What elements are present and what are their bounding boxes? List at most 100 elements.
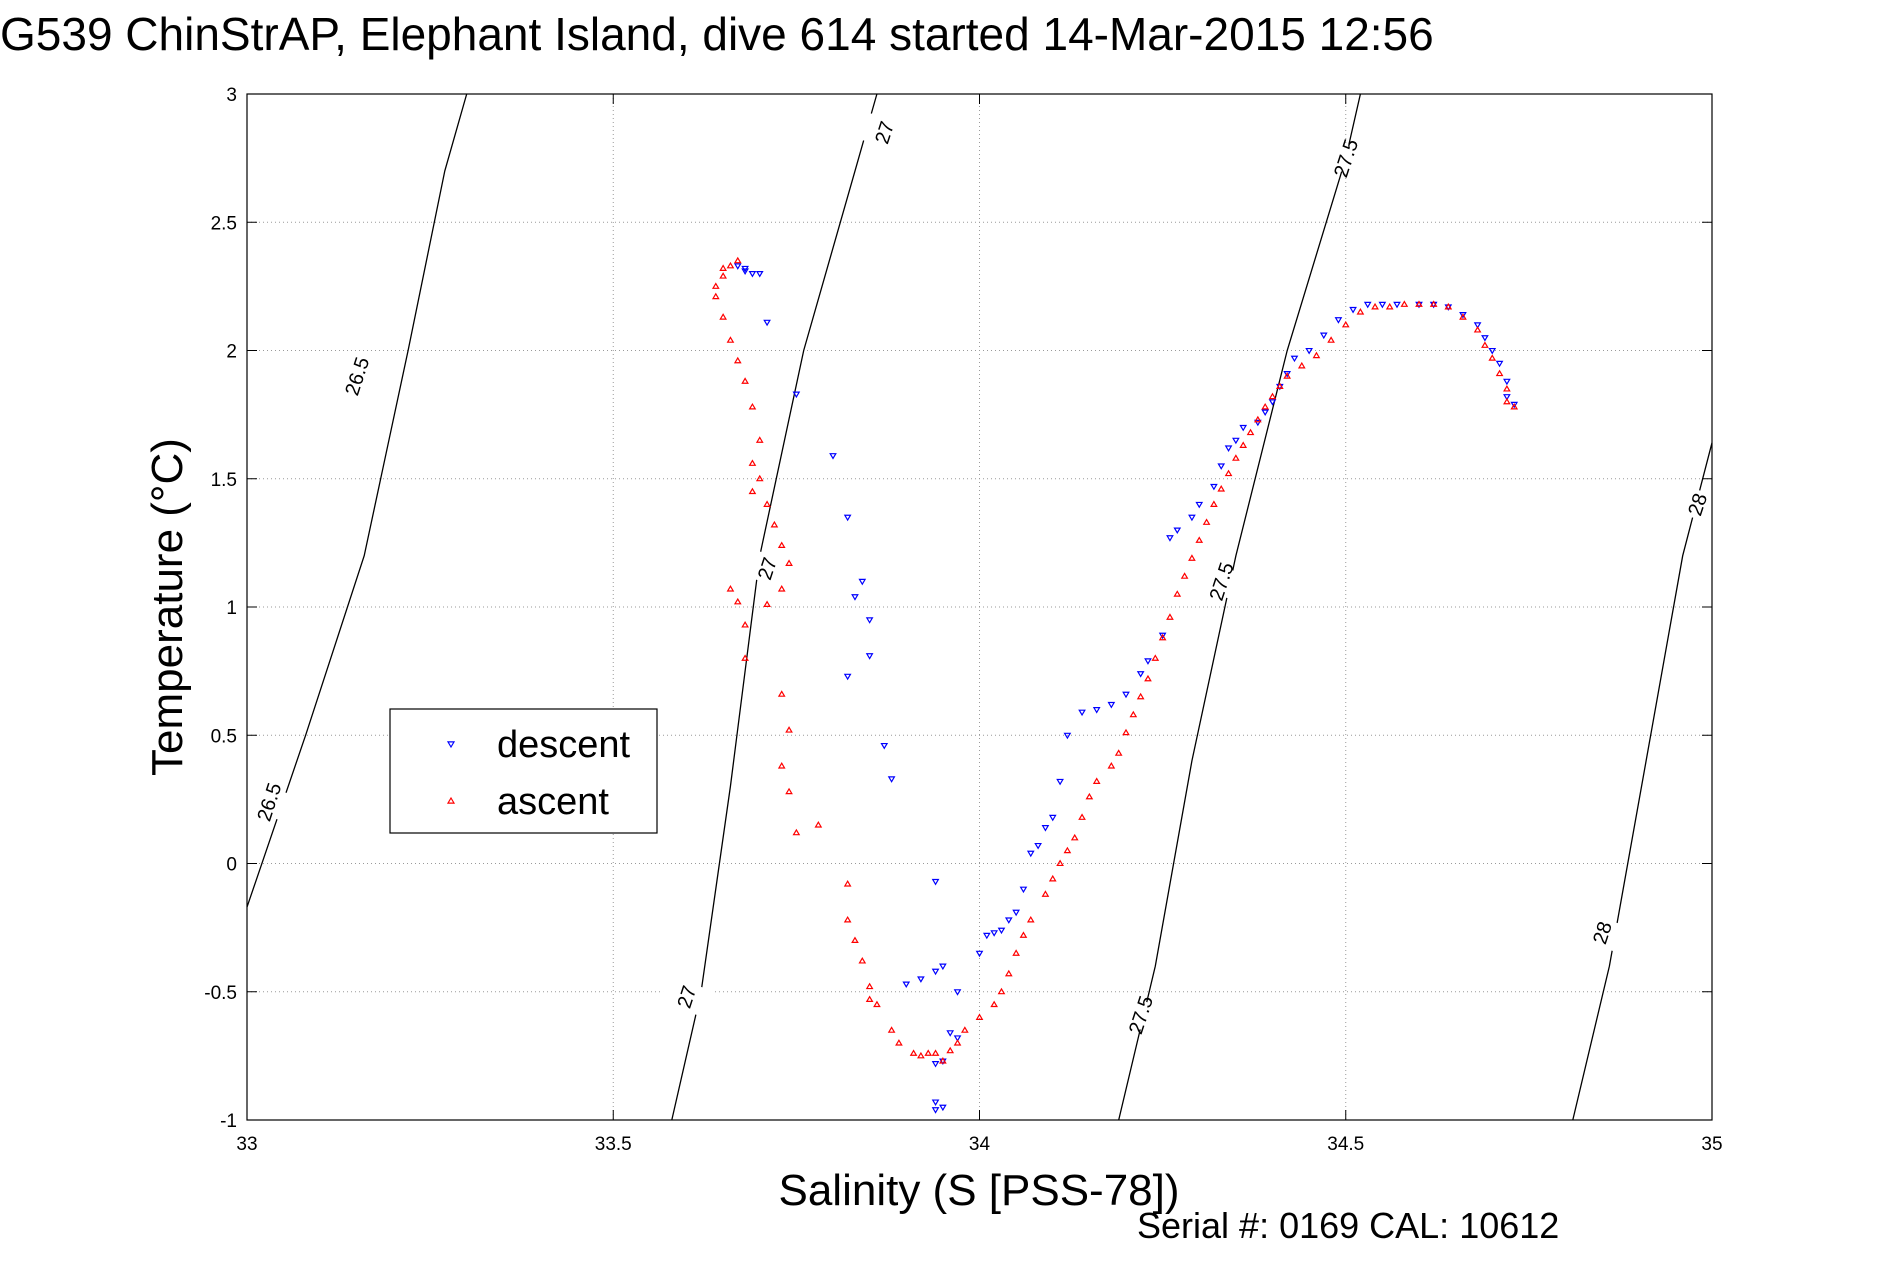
ascent-point: [792, 828, 801, 836]
ascent-point: [1129, 710, 1138, 718]
contour-label-bg: [659, 976, 714, 1018]
ascent-point: [1356, 308, 1365, 315]
ascent-point: [1078, 813, 1086, 820]
descent-point: [939, 963, 947, 971]
y-tick-label: 2: [226, 342, 237, 363]
descent-point: [858, 578, 867, 586]
descent-point: [1503, 394, 1511, 401]
descent-point: [946, 1030, 955, 1037]
ascent-point: [1202, 518, 1211, 525]
descent-point: [1393, 301, 1401, 309]
ascent-point: [1503, 384, 1511, 392]
ascent-point: [1429, 300, 1438, 307]
descent-point: [1210, 483, 1218, 491]
contour-label-bg: [329, 355, 385, 397]
descent-point: [1510, 401, 1519, 409]
ascent-point: [1070, 833, 1079, 841]
descent-point: [997, 927, 1006, 935]
ascent-point: [733, 256, 742, 264]
ascent-point: [1144, 674, 1152, 682]
descent-point: [1363, 301, 1372, 309]
ascent-point: [858, 956, 867, 964]
ascent-point: [997, 987, 1006, 995]
ascent-point: [843, 915, 852, 923]
descent-point: [931, 1099, 940, 1107]
descent-point: [931, 1107, 940, 1114]
ascent-point: [975, 1013, 984, 1020]
ascent-point: [814, 821, 823, 828]
data-series: [711, 256, 1519, 1114]
descent-point: [1232, 437, 1240, 445]
descent-point: [1004, 917, 1013, 924]
ascent-point: [1254, 415, 1262, 423]
legend-box: [389, 708, 658, 834]
descent-point: [1503, 378, 1511, 386]
ascent-point: [953, 1039, 962, 1046]
ascent-point: [1510, 402, 1519, 410]
ascent-point: [1232, 454, 1240, 461]
descent-point: [1283, 371, 1291, 378]
descent-point: [1107, 701, 1116, 709]
ascent-point: [755, 436, 764, 443]
ascent-point: [1004, 969, 1013, 977]
descent-point: [1459, 312, 1467, 319]
contour-label-bg: [1113, 994, 1168, 1036]
series-ascent: [711, 256, 1519, 1064]
descent-point: [1144, 658, 1152, 665]
ascent-point: [748, 402, 757, 410]
contour-line-26-5: [246, 93, 468, 908]
ascent-point: [931, 1049, 940, 1056]
ascent-point: [1026, 915, 1035, 923]
ascent-point: [1092, 777, 1101, 784]
ascent-point: [777, 762, 786, 769]
descent-point: [931, 878, 940, 886]
descent-point: [829, 453, 837, 460]
descent-point: [755, 270, 764, 278]
ascent-point: [939, 1057, 947, 1064]
ascent-point: [719, 272, 727, 279]
ascent-point: [785, 559, 793, 566]
descent-point: [1217, 463, 1226, 470]
descent-point: [1195, 501, 1204, 509]
ascent-point: [946, 1046, 955, 1054]
ascent-point: [917, 1051, 925, 1059]
descent-point: [1048, 814, 1057, 822]
ascent-point: [719, 264, 727, 271]
ascent-point: [961, 1026, 969, 1033]
y-tick-label: 1.5: [211, 470, 237, 491]
descent-point: [1261, 409, 1270, 417]
ascent-point: [843, 880, 852, 887]
descent-point: [1290, 355, 1299, 363]
legend-marker-descent: [446, 741, 456, 749]
descent-point: [1092, 707, 1101, 714]
ascent-point: [1488, 354, 1497, 361]
ascent-point: [851, 936, 859, 944]
descent-point: [975, 950, 984, 958]
ascent-point: [1400, 300, 1409, 307]
descent-point: [1173, 527, 1182, 535]
ascent-point: [1481, 341, 1489, 348]
descent-point: [1041, 825, 1050, 832]
ascent-point: [748, 487, 757, 495]
ascent-point: [1056, 859, 1064, 867]
ascent-point: [1495, 369, 1504, 377]
ascent-point: [865, 995, 874, 1003]
chart-title: G539 ChinStrAP, Elephant Island, dive 61…: [0, 8, 1434, 60]
ascent-point: [1166, 613, 1174, 620]
ascent-point: [741, 377, 749, 384]
y-tick-label: 0.5: [211, 726, 237, 747]
ascent-point: [1041, 890, 1050, 897]
descent-point: [1254, 419, 1262, 427]
ascent-point: [1114, 749, 1123, 756]
ascent-point: [785, 787, 793, 795]
descent-point: [953, 989, 962, 996]
descent-point: [1481, 335, 1489, 342]
y-tick-label: 1: [226, 598, 237, 619]
ascent-point: [763, 500, 771, 507]
descent-point: [931, 1061, 940, 1068]
ascent-point: [924, 1049, 933, 1056]
ascent-point: [777, 541, 786, 549]
ascent-point: [711, 292, 720, 300]
ascent-point: [1173, 590, 1182, 597]
descent-point: [1378, 301, 1387, 309]
